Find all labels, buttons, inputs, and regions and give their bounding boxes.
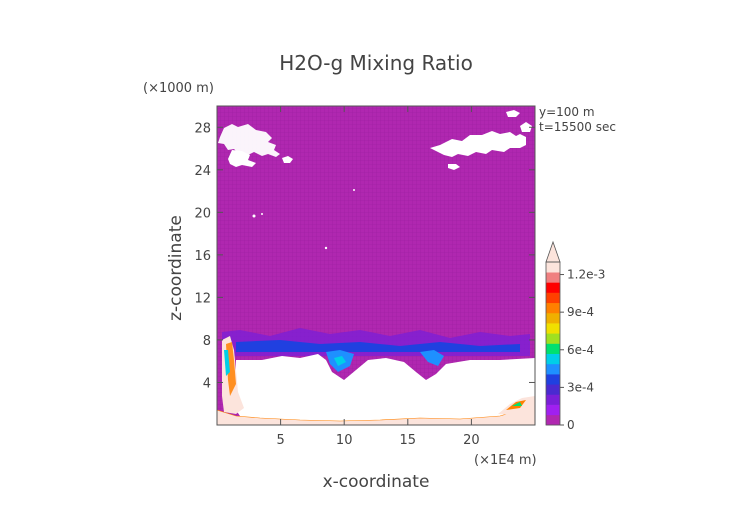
x-axis-label: x-coordinate [323,472,430,492]
colorbar-segment [546,282,560,293]
colorbar-tick-label: 3e-4 [567,380,594,394]
y-tick-label: 16 [194,249,211,264]
colorbar-segment [546,292,560,304]
x-tick-label: 20 [463,433,480,448]
colorbar-tick-label: 1.2e-3 [567,268,605,282]
colorbar-segment [546,323,560,334]
moist-band [222,328,530,372]
y-tick-label: 28 [194,121,211,136]
colorbar-segment [546,374,560,385]
x-axis-unit: (×1E4 m) [474,453,537,468]
colorbar: 0 3e-4 6e-4 9e-4 1.2e-3 [545,240,605,432]
colorbar-segment [546,384,560,395]
y-tick-label: 24 [194,164,211,179]
colorbar-segment [546,302,560,314]
y-tick-label: 4 [203,376,211,391]
y-tick-label: 8 [203,334,211,349]
right-plume [498,396,535,416]
y-axis-unit: (×1000 m) [143,81,214,96]
colorbar-segment [546,333,560,344]
surface-layer [217,403,535,425]
left-plume [222,336,244,414]
x-tick-label: 10 [336,433,353,448]
colorbar-tick-label: 9e-4 [567,305,594,319]
colorbar-segment [546,394,560,405]
lower-dry-region [236,354,535,422]
plot-frame [216,105,536,426]
y-axis-label: z-coordinate [166,215,186,321]
colorbar-segment [546,343,560,354]
colorbar-extend-arrow [545,240,561,263]
colorbar-tick-label: 0 [567,418,575,432]
field-area [217,106,535,425]
annotation-t: t=15500 sec [539,120,616,134]
x-axis: 5 10 15 20 [276,106,480,448]
x-tick-label: 5 [276,433,284,448]
colorbar-segment [546,312,560,324]
x-tick-label: 15 [400,433,417,448]
chart-title: H2O-g Mixing Ratio [279,51,473,75]
y-tick-label: 12 [194,291,211,306]
colorbar-segment [546,363,560,375]
y-tick-label: 20 [194,206,211,221]
colorbar-frame [545,261,561,426]
colorbar-segment [546,414,560,426]
upper-dry-patches [218,110,532,250]
annotation-y: y=100 m [539,105,595,119]
colorbar-segment [546,262,560,273]
colorbar-segment [546,404,560,416]
y-axis: 4 8 12 16 20 24 28 [194,121,535,391]
colorbar-segment [546,272,560,283]
colorbar-segment [546,353,560,365]
colorbar-tick-label: 6e-4 [567,343,594,357]
